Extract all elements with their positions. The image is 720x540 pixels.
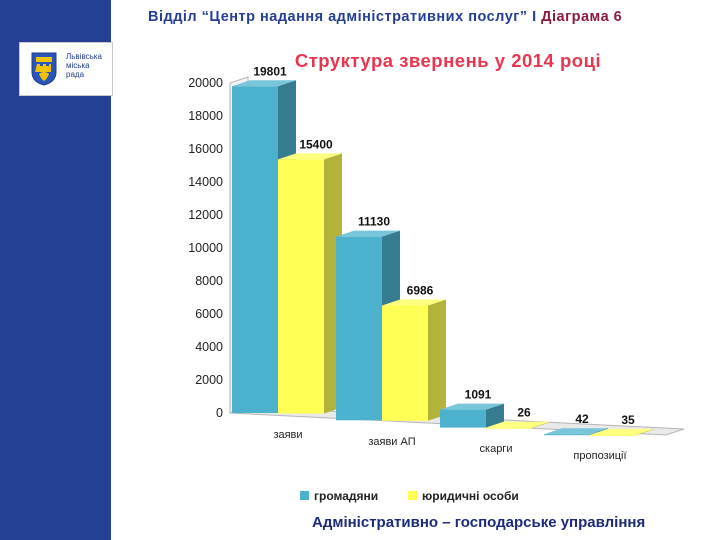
page-header: Відділ “Центр надання адміністративних п… <box>148 9 718 25</box>
bar-1-4 <box>544 434 590 436</box>
bar-top <box>440 403 504 410</box>
x-category-label: заяви <box>273 429 302 441</box>
y-tick-label: 10000 <box>188 241 223 255</box>
bar-side <box>486 403 504 428</box>
city-council-logo: Львівська міська рада <box>19 42 113 96</box>
data-label: 19801 <box>253 64 287 78</box>
legend-entry: громадяни <box>314 489 378 503</box>
bar-2-2 <box>382 305 428 421</box>
bar-2-1 <box>278 159 324 414</box>
bar-2-3 <box>486 427 532 429</box>
y-tick-label: 6000 <box>195 307 223 321</box>
bar-top <box>278 153 342 160</box>
legend-swatch <box>408 491 417 500</box>
y-tick-label: 20000 <box>188 76 223 90</box>
y-tick-label: 0 <box>216 406 223 420</box>
header-separator: І <box>532 9 537 25</box>
bar-side <box>636 428 654 436</box>
data-label: 35 <box>621 413 635 427</box>
y-tick-label: 18000 <box>188 109 223 123</box>
x-category-label: пропозиції <box>573 450 626 462</box>
header-diagram-number: Діаграма 6 <box>541 9 623 25</box>
bar-1-2 <box>336 236 382 421</box>
bar-top <box>232 80 296 87</box>
y-tick-label: 12000 <box>188 208 223 222</box>
data-label: 26 <box>517 406 531 420</box>
chart-title: Структура звернень у 2014 році <box>295 50 601 71</box>
bar-top <box>486 421 550 428</box>
data-label: 1091 <box>465 388 492 402</box>
data-label: 42 <box>575 412 589 426</box>
bar-side <box>532 421 550 429</box>
bar-top <box>544 428 608 435</box>
data-label: 15400 <box>299 137 333 151</box>
legend-swatch <box>300 491 309 500</box>
bar-side <box>590 428 608 435</box>
y-tick-label: 2000 <box>195 373 223 387</box>
data-label: 11130 <box>358 215 390 229</box>
bar-1-1 <box>232 86 278 413</box>
logo-text: Львівська міська рада <box>66 52 102 79</box>
bar-side <box>428 299 446 421</box>
footer-department: Адміністративно – господарське управлінн… <box>312 514 646 531</box>
bar-2-4 <box>590 434 636 436</box>
bar-top <box>590 428 654 435</box>
bar-top <box>336 230 400 237</box>
x-category-label: скарги <box>480 443 513 455</box>
y-tick-label: 14000 <box>188 175 223 189</box>
header-department: Відділ “Центр надання адміністративних п… <box>148 9 528 25</box>
coat-of-arms-icon <box>31 52 57 86</box>
bar-top <box>382 299 446 306</box>
y-tick-label: 8000 <box>195 274 223 288</box>
y-tick-label: 4000 <box>195 340 223 354</box>
data-label: 6986 <box>407 284 434 298</box>
y-tick-label: 16000 <box>188 142 223 156</box>
legend-entry: юридичні особи <box>422 489 519 503</box>
bar-1-3 <box>440 409 486 428</box>
x-category-label: заяви АП <box>368 436 415 448</box>
